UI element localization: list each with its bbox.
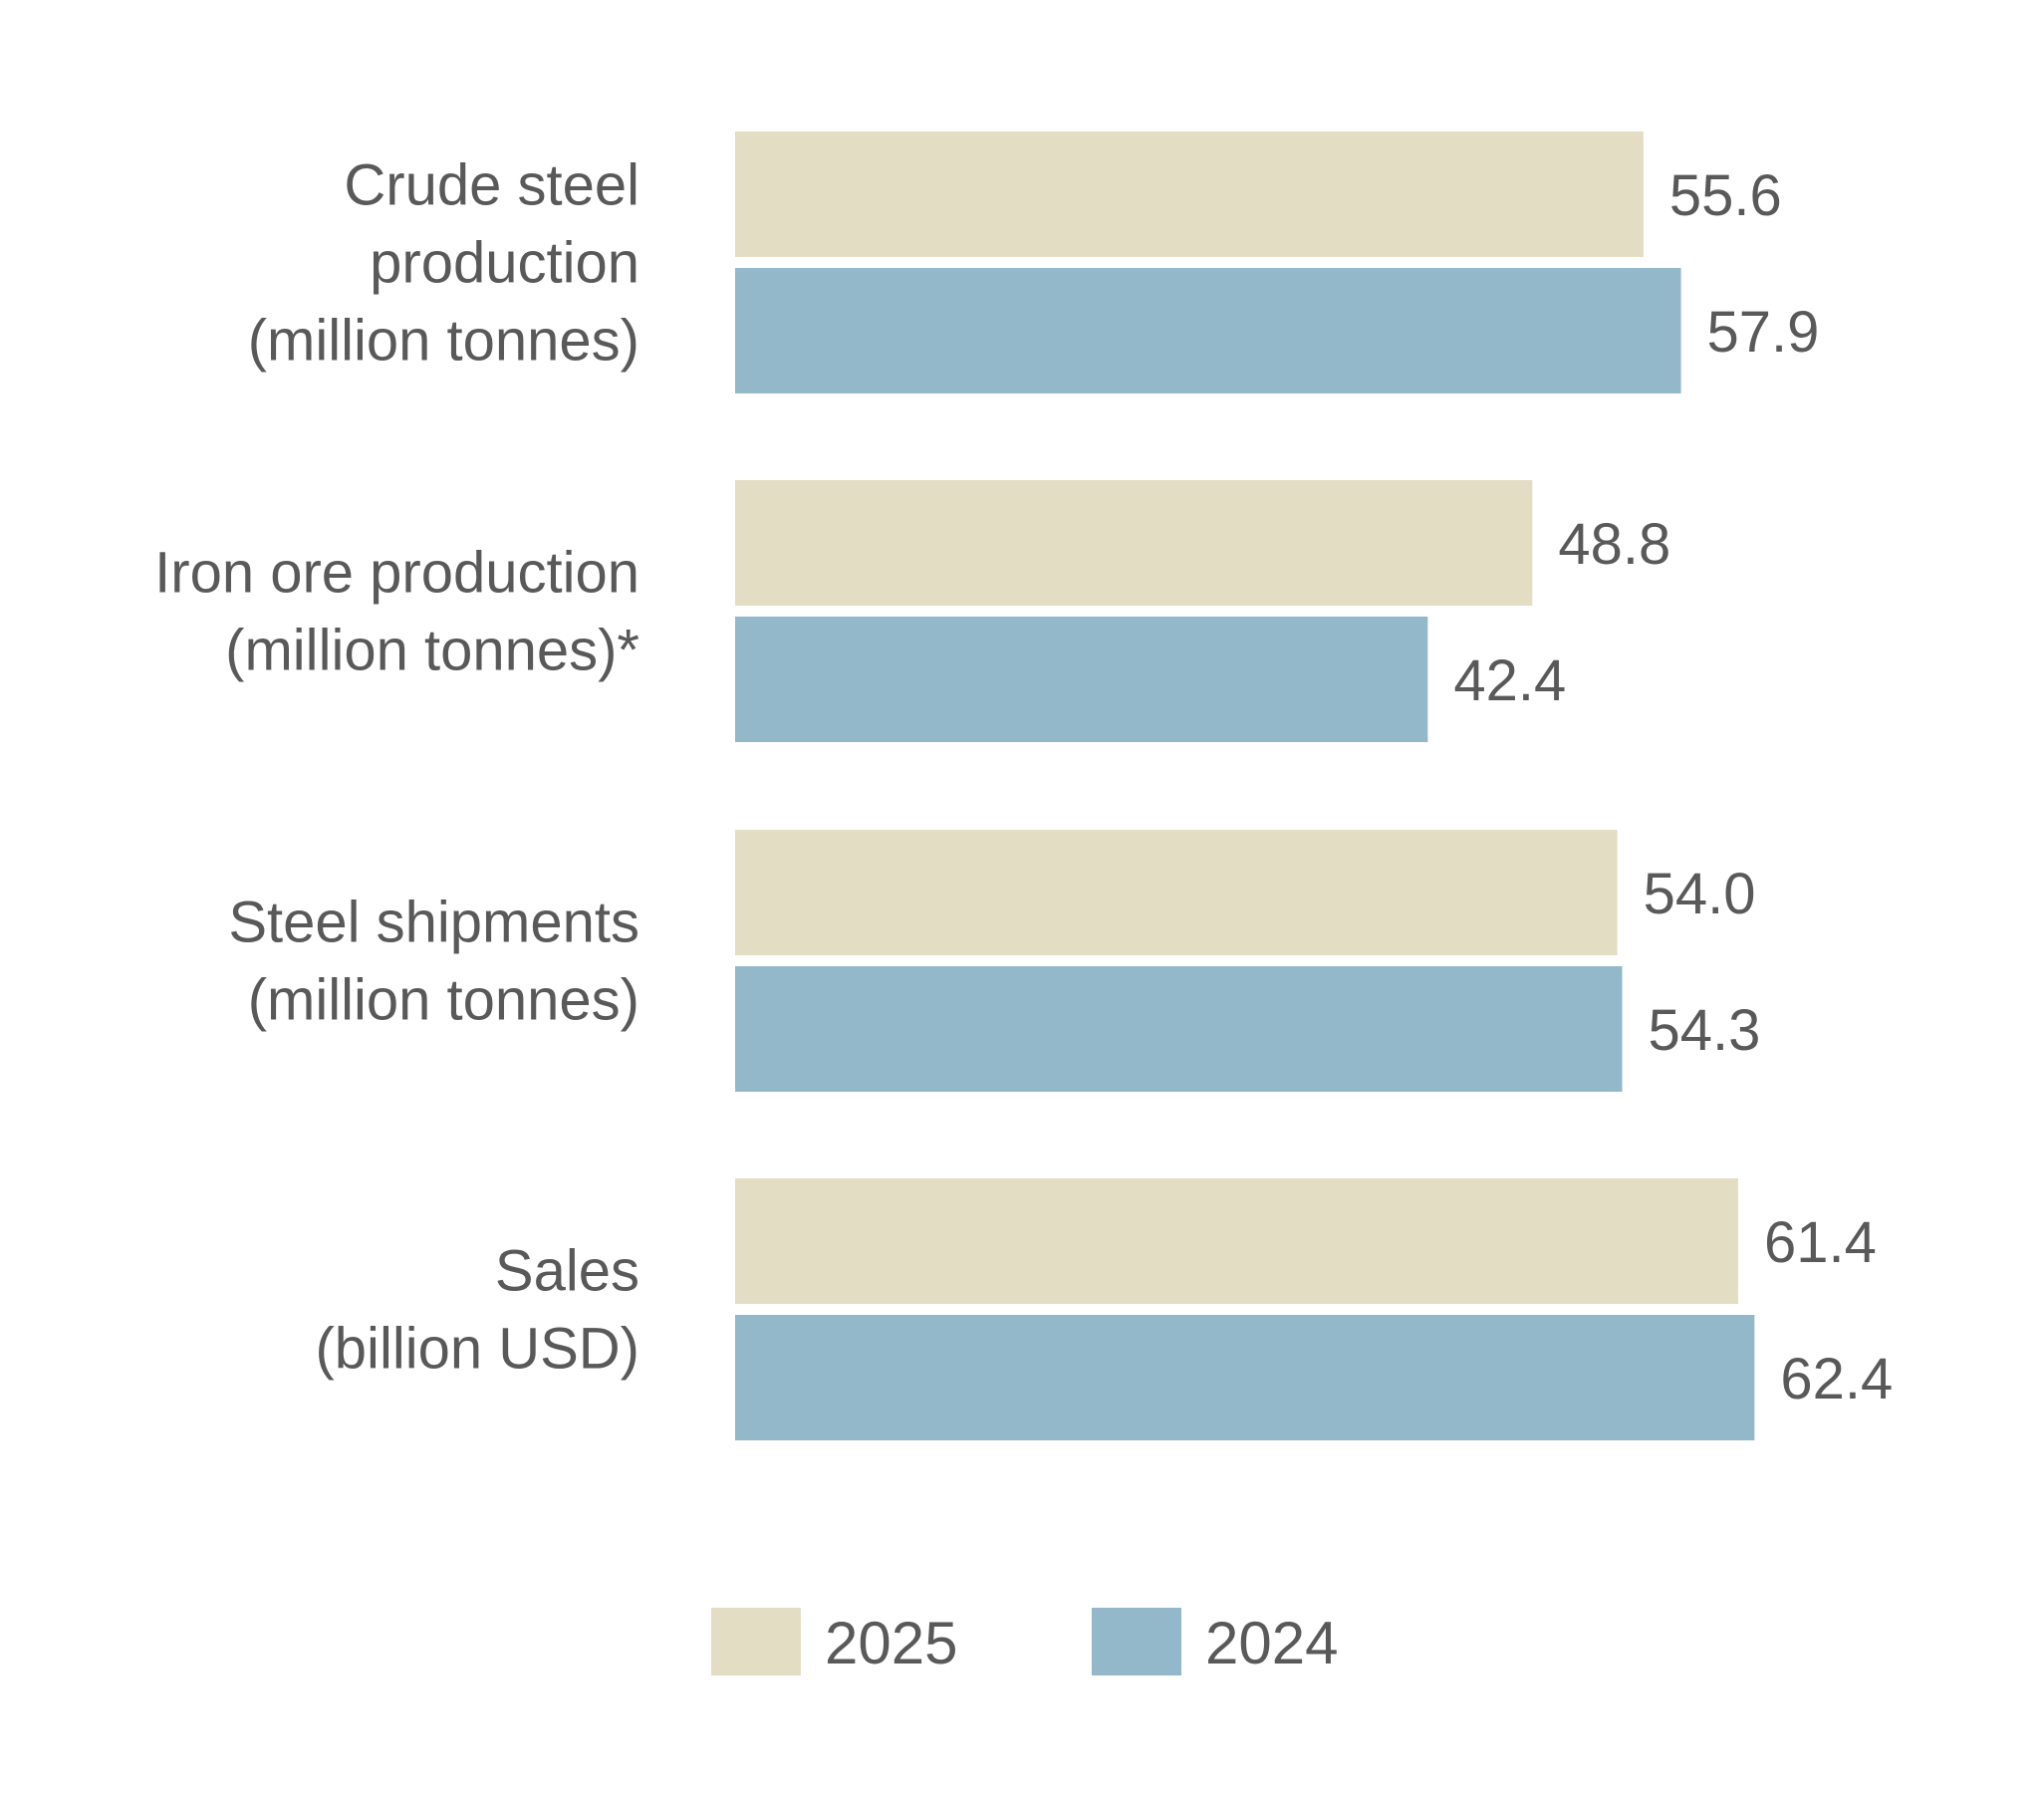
value-label-2025-0: 55.6 [1669, 163, 1782, 228]
value-label-2024-2: 54.3 [1649, 998, 1761, 1063]
value-label-2025-1: 48.8 [1558, 512, 1670, 577]
legend: 2025 2024 [711, 1608, 1338, 1676]
bar-2025-3 [735, 1178, 1738, 1304]
bars-layer [735, 131, 1755, 1440]
category-label-line: (billion USD) [315, 1317, 639, 1382]
category-label-line: Crude steel [344, 153, 639, 218]
category-label-line: production [370, 231, 639, 296]
value-label-2024-3: 62.4 [1780, 1347, 1893, 1411]
category-label-line: Iron ore production [154, 541, 639, 606]
category-label: Sales (billion USD) [315, 1239, 639, 1382]
legend-swatch-2024 [1092, 1608, 1181, 1675]
labels-layer: Crude steel production (million tonnes) 55.… [154, 153, 1893, 1412]
category-label-line: (million tonnes) [248, 309, 639, 374]
legend-swatch-2025 [711, 1608, 801, 1675]
legend-label-2025: 2025 [825, 1610, 957, 1676]
category-label: Crude steel production (million tonnes) [248, 153, 639, 374]
category-label-line: Sales [495, 1239, 639, 1304]
bar-2024-3 [735, 1315, 1755, 1440]
bar-2024-1 [735, 617, 1428, 742]
value-label-2025-2: 54.0 [1644, 862, 1756, 926]
value-label-2024-1: 42.4 [1453, 648, 1566, 713]
bar-2024-0 [735, 268, 1681, 393]
value-label-2025-3: 61.4 [1764, 1210, 1877, 1275]
category-label-line: (million tonnes)* [225, 619, 639, 683]
bar-2025-2 [735, 830, 1618, 955]
category-label-line: Steel shipments [228, 891, 639, 955]
value-label-2024-0: 57.9 [1707, 300, 1820, 365]
legend-label-2024: 2024 [1205, 1610, 1338, 1676]
category-label: Iron ore production (million tonnes)* [154, 541, 639, 683]
bar-2025-0 [735, 131, 1644, 257]
bar-2025-1 [735, 480, 1533, 606]
bar-2024-2 [735, 966, 1623, 1092]
category-label-line: (million tonnes) [248, 968, 639, 1033]
category-label: Steel shipments (million tonnes) [228, 891, 639, 1033]
